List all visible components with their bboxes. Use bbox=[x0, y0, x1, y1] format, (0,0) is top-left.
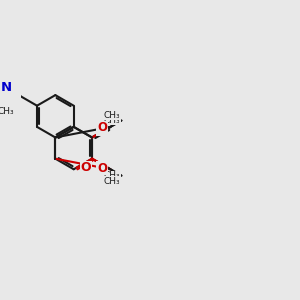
Text: CH₃: CH₃ bbox=[0, 107, 14, 116]
Text: O: O bbox=[105, 172, 116, 185]
Text: CH₃: CH₃ bbox=[104, 171, 120, 180]
Text: CH₃: CH₃ bbox=[104, 111, 120, 120]
Text: N: N bbox=[0, 81, 11, 94]
Text: O: O bbox=[97, 161, 107, 174]
Text: O: O bbox=[98, 122, 108, 134]
Text: O: O bbox=[80, 161, 91, 174]
Text: CH₃: CH₃ bbox=[104, 177, 120, 186]
Text: O: O bbox=[98, 162, 108, 175]
Text: CH₃: CH₃ bbox=[104, 116, 120, 125]
Text: O: O bbox=[97, 122, 107, 135]
